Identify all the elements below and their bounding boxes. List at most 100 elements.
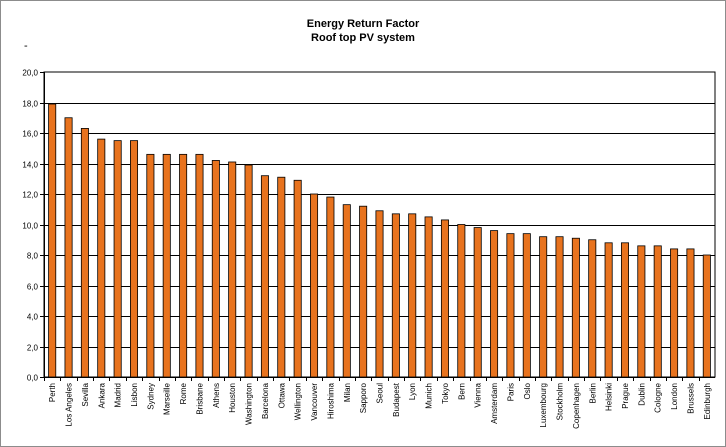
bar-sevilla [80, 128, 89, 378]
x-tick-label: Dublin [637, 383, 646, 406]
x-tick-label: Munich [425, 383, 434, 409]
x-tick-label: Wellington [294, 383, 303, 420]
bar-los-angeles [64, 117, 73, 378]
x-tick-label: Helsinki [605, 383, 614, 411]
bar-sapporo [359, 205, 368, 378]
bar-amsterdam [490, 230, 499, 378]
bar-barcelona [260, 175, 269, 378]
x-tick-label: Paris [506, 383, 515, 401]
bar-lyon [408, 213, 417, 378]
bar-ottawa [277, 176, 286, 378]
x-tick-label: Ankara [97, 382, 106, 408]
bar-budapest [391, 213, 400, 378]
x-tick-label: Tokyo [441, 382, 450, 403]
x-tick-label: Stockholm [556, 383, 565, 421]
x-tick-label: Athens [212, 383, 221, 408]
x-tick-label: Edinburgh [703, 383, 712, 419]
x-tick-label: Sevilla [81, 382, 90, 406]
x-tick-label: Vienna [474, 382, 483, 407]
x-tick-label: Luxembourg [539, 383, 548, 427]
bar-houston [228, 161, 237, 378]
bar-athens [211, 160, 220, 378]
bar-paris [506, 233, 515, 378]
y-tick-label: 8,0 [27, 252, 39, 261]
x-tick-label: Rome [179, 382, 188, 404]
bar-perth [48, 103, 57, 378]
x-tick-label: Milan [343, 383, 352, 402]
bar-tokyo [440, 219, 449, 378]
x-tick-label: Bern [457, 383, 466, 400]
bar-luxembourg [539, 236, 548, 378]
x-tick-label: Berlin [588, 383, 597, 403]
stray-dash-mark: - [24, 40, 28, 52]
x-tick-label: Hiroshima [326, 382, 335, 419]
chart-title-block: Energy Return Factor Roof top PV system [0, 17, 726, 45]
bar-cologne [653, 245, 662, 378]
y-tick-label: 20,0 [22, 69, 38, 78]
bar-edinburgh [702, 254, 711, 378]
x-tick-label: Barcelona [261, 382, 270, 419]
bar-london [670, 248, 679, 378]
x-tick-label: Amsterdam [490, 383, 499, 424]
y-tick-label: 12,0 [22, 191, 38, 200]
bar-bern [457, 224, 466, 378]
bar-sydney [146, 153, 155, 378]
bar-lisbon [130, 140, 139, 378]
x-tick-label: Seoul [376, 383, 385, 404]
bar-copenhagen [571, 237, 580, 378]
x-tick-label: Los Angeles [65, 383, 74, 427]
x-tick-label: Sapporo [359, 382, 368, 413]
x-tick-label: Brisbane [195, 382, 204, 414]
y-tick-label: 16,0 [22, 130, 38, 139]
bar-marseille [162, 153, 171, 378]
bar-seoul [375, 210, 384, 378]
y-tick-label: 4,0 [27, 313, 39, 322]
x-tick-label: Brussels [686, 383, 695, 414]
bar-prague [620, 242, 629, 378]
chart-title: Energy Return Factor [306, 18, 420, 30]
y-tick-label: 0,0 [27, 374, 39, 383]
bar-madrid [113, 140, 122, 378]
bar-washington [244, 164, 253, 378]
x-tick-labels: Perth Los Angeles Sevilla Ankara Madrid Lisbo… [48, 382, 712, 429]
x-tick-label: Madrid [114, 383, 123, 407]
bar-ankara [97, 138, 106, 378]
bar-munich [424, 216, 433, 378]
axes [40, 72, 715, 381]
y-tick-label: 10,0 [22, 222, 38, 231]
chart-subtitle: Roof top PV system [311, 32, 415, 44]
x-tick-label: Houston [228, 383, 237, 413]
bar-wellington [293, 179, 302, 378]
bar-oslo [522, 233, 531, 378]
bar-dublin [637, 245, 646, 378]
bar-stockholm [555, 236, 564, 378]
x-tick-label: Vancouver [310, 383, 319, 421]
x-tick-label: Oslo [523, 382, 532, 399]
x-tick-label: Washington [245, 383, 254, 425]
bar-brussels [686, 248, 695, 378]
x-tick-label: Marseille [163, 382, 172, 415]
x-tick-label: Copenhagen [572, 383, 581, 429]
bar-vancouver [310, 193, 319, 378]
y-tick-label: 14,0 [22, 161, 38, 170]
x-tick-label: Budapest [392, 382, 401, 417]
bar-berlin [588, 239, 597, 378]
x-tick-label: Cologne [654, 382, 663, 412]
bar-rome [179, 153, 188, 378]
bar-brisbane [195, 153, 204, 378]
x-tick-label: Sydney [146, 383, 155, 410]
y-tick-label: 6,0 [27, 283, 39, 292]
bar-helsinki [604, 242, 613, 378]
x-tick-label: Ottawa [277, 382, 286, 408]
y-tick-label: 18,0 [22, 100, 38, 109]
y-tick-label: 2,0 [27, 344, 39, 353]
bar-vienna [473, 227, 482, 378]
x-tick-label: Lyon [408, 383, 417, 400]
x-tick-label: London [670, 383, 679, 410]
bar-milan [342, 204, 351, 378]
y-tick-labels: 0,0 2,0 4,0 6,0 8,0 10,0 12,0 14,0 16,0 18,0 20,0 [22, 69, 38, 383]
x-tick-label: Perth [48, 383, 57, 402]
x-tick-label: Prague [621, 382, 630, 408]
bar-hiroshima [326, 196, 335, 378]
